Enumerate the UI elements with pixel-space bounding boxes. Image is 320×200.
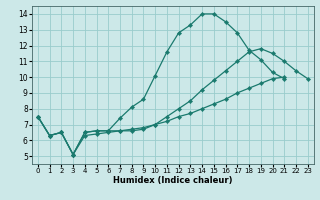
X-axis label: Humidex (Indice chaleur): Humidex (Indice chaleur) bbox=[113, 176, 233, 185]
